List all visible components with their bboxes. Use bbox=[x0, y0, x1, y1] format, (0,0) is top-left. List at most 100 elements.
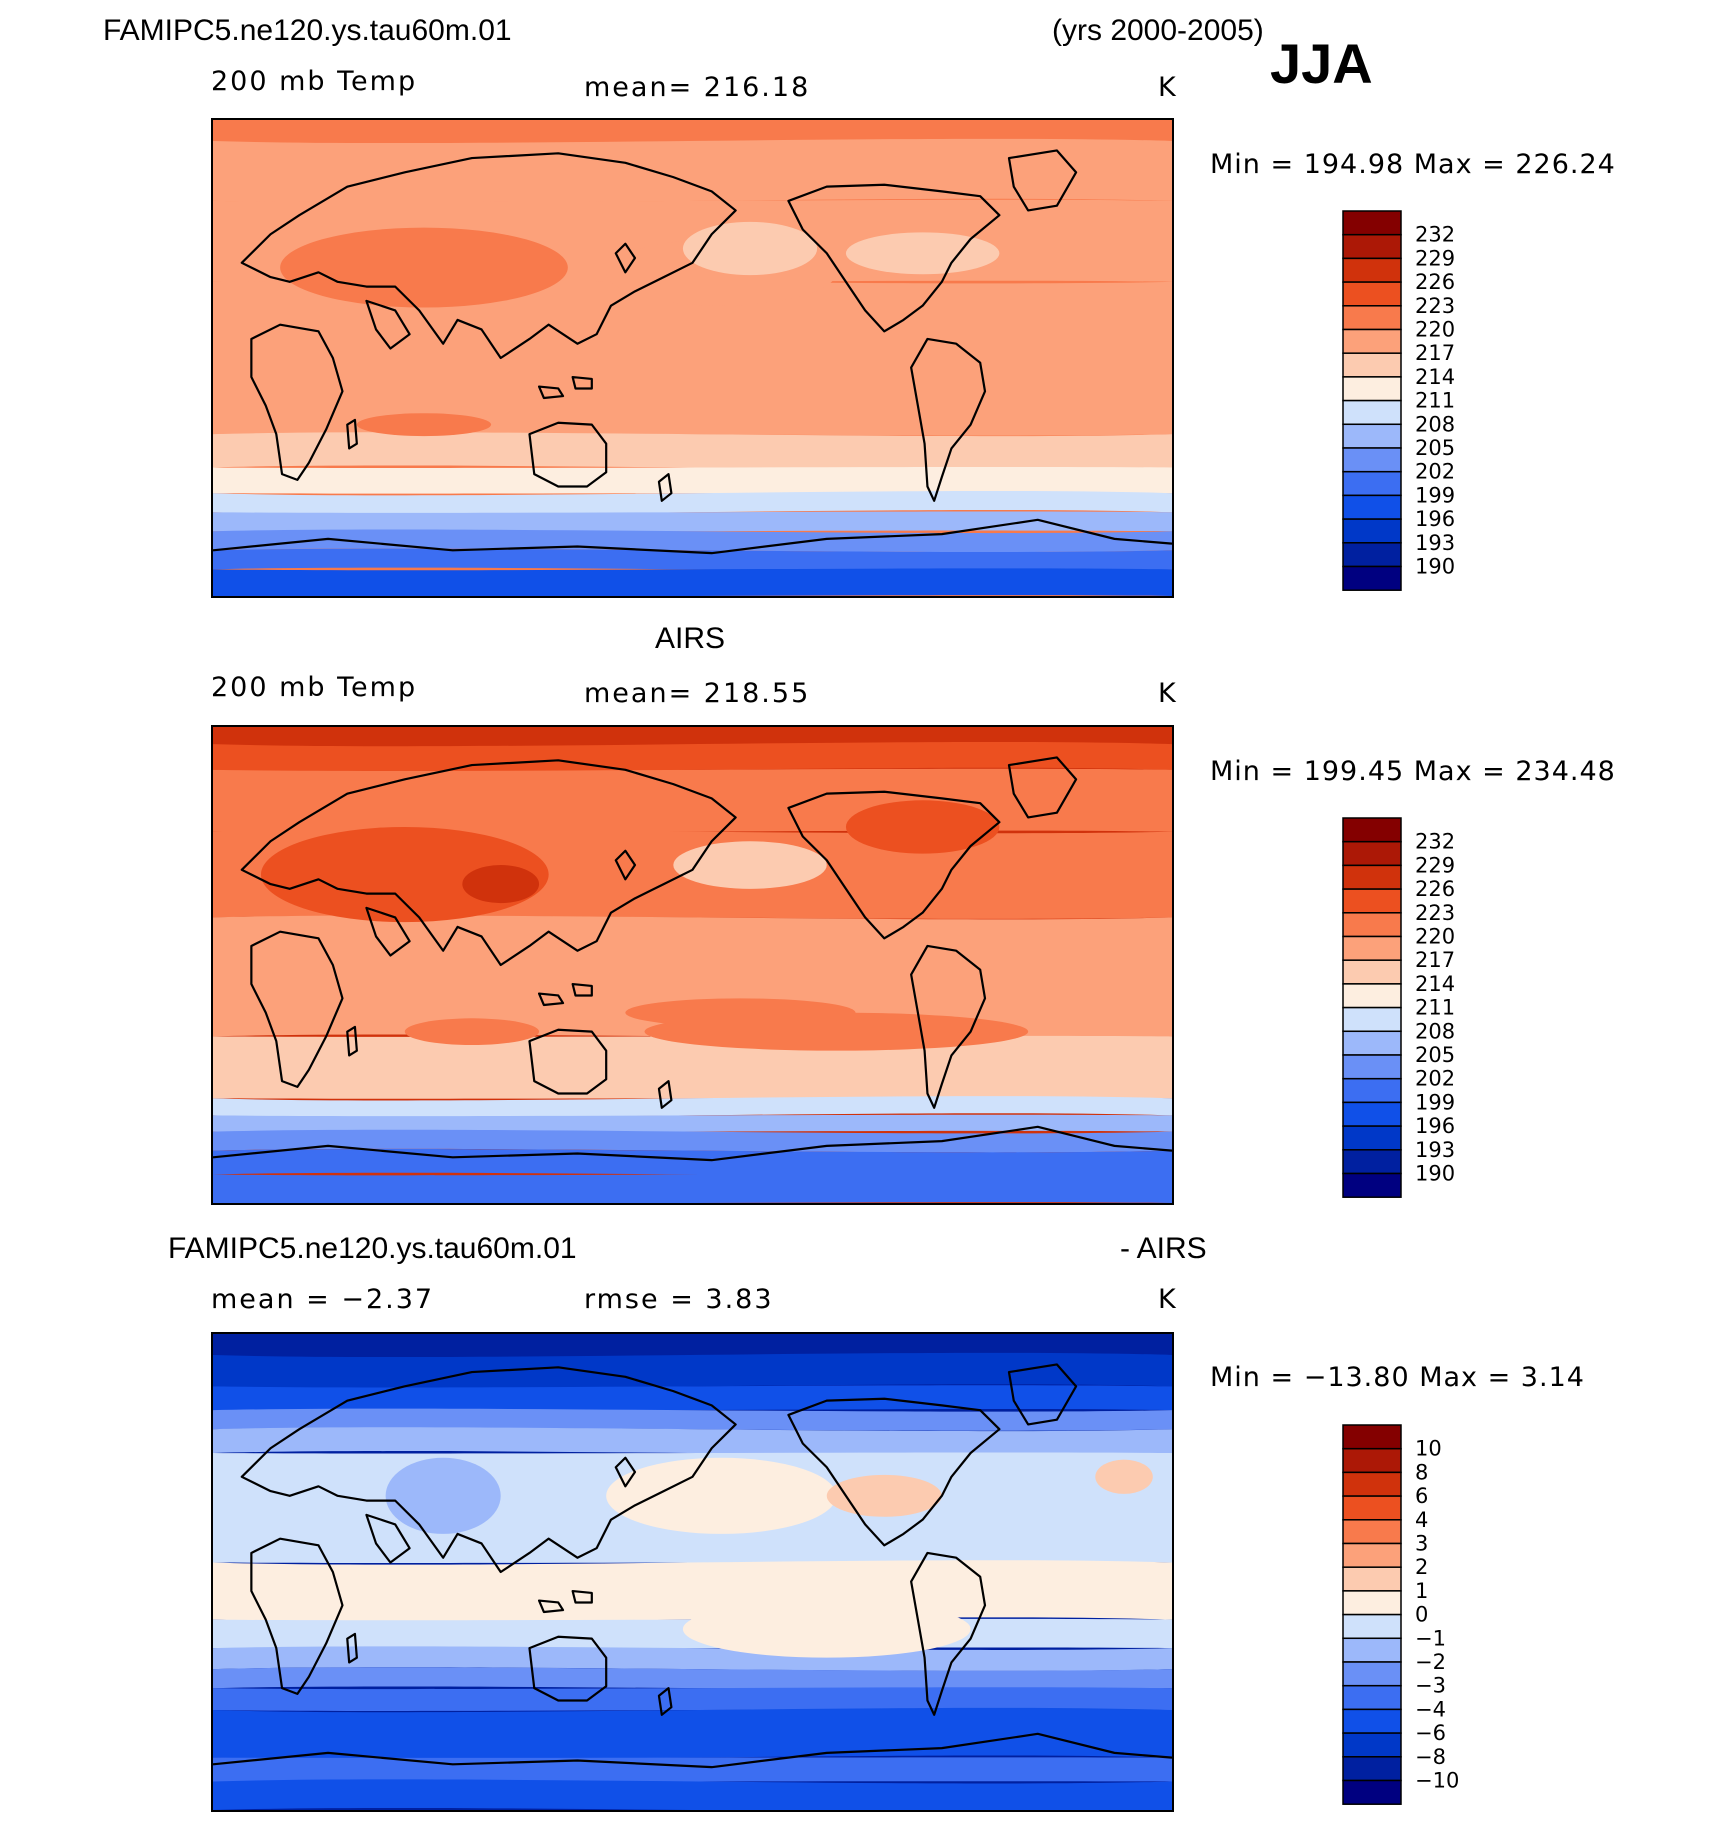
colorbar-swatch-0 bbox=[1342, 210, 1402, 236]
colorbar-tick-label: 3 bbox=[1415, 1532, 1428, 1556]
coastline-7 bbox=[911, 1553, 985, 1715]
colorbar-airs: 232 229 226 223 220 217 214 211 208 205 202 199 196 1… bbox=[1342, 817, 1455, 1198]
contour-region-3 bbox=[682, 221, 818, 276]
contour-band-3 bbox=[213, 1408, 1172, 1431]
panel1-units: K bbox=[1158, 72, 1178, 103]
colorbar-swatch-6 bbox=[1342, 1566, 1402, 1592]
colorbar-swatch-3 bbox=[1342, 888, 1402, 914]
colorbar-swatch-13 bbox=[1342, 1125, 1402, 1151]
model-temperature-map bbox=[213, 120, 1172, 596]
colorbar-swatch-5 bbox=[1342, 1542, 1402, 1568]
colorbar-tick-label: 217 bbox=[1415, 948, 1455, 972]
contour-band-0 bbox=[213, 727, 1172, 745]
panel1-variable: 200 mb Temp bbox=[211, 66, 418, 97]
coastline-11 bbox=[659, 1688, 671, 1715]
panel2-min-max: Min = 199.45 Max = 234.48 bbox=[1210, 756, 1616, 787]
contour-band-10 bbox=[213, 1687, 1172, 1711]
coastline-6 bbox=[788, 185, 999, 332]
colorbar-swatch-3 bbox=[1342, 281, 1402, 307]
panel2-variable: 200 mb Temp bbox=[211, 672, 418, 703]
colorbar-tick-label: 1 bbox=[1415, 1579, 1428, 1603]
colorbar-swatch-10 bbox=[1342, 1054, 1402, 1080]
colorbar-swatch-12 bbox=[1342, 1101, 1402, 1127]
contour-region-4 bbox=[1095, 1459, 1153, 1494]
colorbar-swatch-15 bbox=[1342, 1779, 1402, 1805]
coastline-8 bbox=[1009, 757, 1076, 817]
colorbar-tick-label: 226 bbox=[1415, 877, 1455, 901]
contour-region-0 bbox=[280, 227, 568, 308]
colorbar-swatch-4 bbox=[1342, 912, 1402, 938]
colorbar-swatch-5 bbox=[1342, 328, 1402, 354]
contour-region-2 bbox=[673, 841, 827, 889]
colorbar-tick-label: 223 bbox=[1415, 294, 1455, 318]
coastline-12 bbox=[347, 420, 357, 449]
colorbar-tick-label: 10 bbox=[1415, 1437, 1442, 1461]
colorbar-tick-label: 226 bbox=[1415, 270, 1455, 294]
colorbar-swatch-11 bbox=[1342, 1684, 1402, 1711]
season-label: JJA bbox=[1270, 32, 1373, 95]
contour-band-7 bbox=[213, 1114, 1172, 1133]
contour-band-10 bbox=[213, 1173, 1172, 1203]
colorbar-tick-label: 220 bbox=[1415, 318, 1455, 342]
coastline-0 bbox=[251, 325, 342, 480]
years-label: (yrs 2000-2005) bbox=[1052, 14, 1264, 47]
colorbar-tick-label: 208 bbox=[1415, 1019, 1455, 1043]
panel3-min-max: Min = −13.80 Max = 3.14 bbox=[1210, 1362, 1585, 1393]
panel3-rmse: rmse = 3.83 bbox=[584, 1284, 774, 1315]
coastline-10 bbox=[616, 244, 635, 273]
contour-region-2 bbox=[356, 413, 492, 437]
colorbar-tick-label: −10 bbox=[1415, 1769, 1459, 1793]
coastline-12 bbox=[347, 1634, 357, 1663]
coastline-1 bbox=[242, 153, 736, 358]
colorbar-swatch-13 bbox=[1342, 1732, 1402, 1758]
contour-band-4 bbox=[213, 432, 1172, 470]
contour-band-5 bbox=[213, 467, 1172, 494]
colorbar-tick-label: 205 bbox=[1415, 436, 1455, 460]
colorbar-tick-label: 190 bbox=[1415, 1162, 1455, 1186]
colorbar-swatch-7 bbox=[1342, 1590, 1402, 1616]
colorbar-swatch-15 bbox=[1342, 565, 1402, 591]
colorbar-swatch-11 bbox=[1342, 470, 1402, 497]
contour-band-10 bbox=[213, 568, 1172, 596]
coastline-11 bbox=[659, 474, 671, 501]
contour-band-8 bbox=[213, 1129, 1172, 1153]
panel2-units: K bbox=[1158, 678, 1178, 709]
contour-band-2 bbox=[213, 768, 1172, 833]
coastline-9 bbox=[213, 1734, 1172, 1767]
contour-region-6 bbox=[404, 1018, 540, 1045]
contour-region-1 bbox=[385, 1457, 501, 1534]
contour-band-6 bbox=[213, 1560, 1172, 1622]
colorbar-swatch-12 bbox=[1342, 1708, 1402, 1734]
colorbar-swatch-14 bbox=[1342, 1149, 1402, 1175]
panel1-min-max: Min = 194.98 Max = 226.24 bbox=[1210, 149, 1616, 180]
map-panel-airs bbox=[211, 725, 1174, 1205]
contour-band-1 bbox=[213, 138, 1172, 204]
colorbar-tick-label: −6 bbox=[1415, 1721, 1446, 1745]
contour-band-4 bbox=[213, 1427, 1172, 1455]
coastline-10 bbox=[616, 1458, 635, 1487]
map-panel-model bbox=[211, 118, 1174, 598]
colorbar-swatch-11 bbox=[1342, 1077, 1402, 1104]
coastline-5 bbox=[573, 377, 592, 388]
colorbar-tick-label: 199 bbox=[1415, 1090, 1455, 1114]
colorbar-swatch-7 bbox=[1342, 983, 1402, 1009]
coastline-3 bbox=[529, 423, 606, 487]
contour-band-1 bbox=[213, 742, 1172, 772]
coastline-9 bbox=[213, 520, 1172, 553]
coastline-0 bbox=[251, 1539, 342, 1694]
coastline-9 bbox=[213, 1127, 1172, 1160]
colorbar-swatch-4 bbox=[1342, 305, 1402, 331]
colorbar-swatch-2 bbox=[1342, 864, 1402, 890]
coastline-11 bbox=[659, 1081, 671, 1108]
contour-band-1 bbox=[213, 1352, 1172, 1389]
panel2-title: AIRS bbox=[655, 622, 726, 655]
colorbar-swatch-4 bbox=[1342, 1519, 1402, 1545]
contour-region-3 bbox=[826, 1474, 942, 1517]
colorbar-swatch-1 bbox=[1342, 1447, 1402, 1474]
contour-band-12 bbox=[213, 1757, 1172, 1782]
contour-band-9 bbox=[213, 548, 1172, 572]
colorbar-tick-label: −8 bbox=[1415, 1745, 1446, 1769]
panel3-units: K bbox=[1158, 1284, 1178, 1315]
colorbar-swatch-8 bbox=[1342, 1006, 1402, 1033]
contour-region-5 bbox=[845, 800, 1000, 854]
